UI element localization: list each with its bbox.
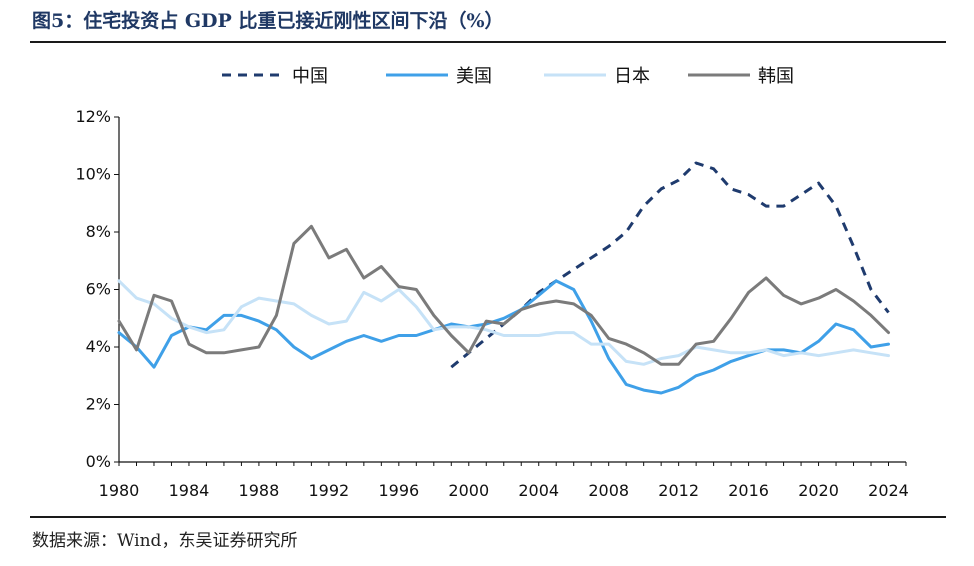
- series-line-3: [117, 224, 890, 366]
- legend-label-2: 日本: [614, 66, 650, 87]
- y-tick-label: 12%: [75, 107, 111, 126]
- y-tick-label: 8%: [86, 222, 111, 241]
- source-note: 数据来源：Wind，东吴证券研究所: [32, 531, 298, 551]
- y-tick-label: 6%: [86, 280, 111, 299]
- legend: 中国 美国 日本 韩国: [222, 66, 794, 87]
- x-tick-label: 1984: [169, 481, 210, 500]
- bottom-divider: [30, 516, 946, 518]
- axes: 0% 2% 4% 6% 8% 10% 12% 1980 1984 1988 1992 1996 2000…: [75, 107, 908, 500]
- y-tick-label: 10%: [75, 165, 111, 184]
- x-tick-label: 2008: [588, 481, 629, 500]
- legend-label-0: 中国: [292, 66, 328, 87]
- x-tick-label: 1988: [239, 481, 280, 500]
- y-tick-label: 2%: [86, 395, 111, 414]
- y-tick-label: 4%: [86, 337, 111, 356]
- x-tick-label: 2012: [658, 481, 699, 500]
- x-tick-label: 2020: [798, 481, 839, 500]
- x-tick-label: 1996: [378, 481, 419, 500]
- legend-label-3: 韩国: [758, 66, 794, 87]
- x-tick-label: 2000: [448, 481, 489, 500]
- legend-label-1: 美国: [456, 66, 492, 87]
- series-lines: [117, 161, 890, 395]
- series-line-2: [117, 279, 890, 366]
- chart-title: 图5：住宅投资占 GDP 比重已接近刚性区间下沿（%）: [32, 10, 504, 32]
- x-tick-label: 2024: [868, 481, 909, 500]
- x-tick-label: 2004: [518, 481, 559, 500]
- x-tick-label: 1992: [309, 481, 350, 500]
- top-divider: [30, 41, 946, 43]
- x-tick-label: 2016: [728, 481, 769, 500]
- x-tick-label: 1980: [99, 481, 140, 500]
- y-tick-label: 0%: [86, 452, 111, 471]
